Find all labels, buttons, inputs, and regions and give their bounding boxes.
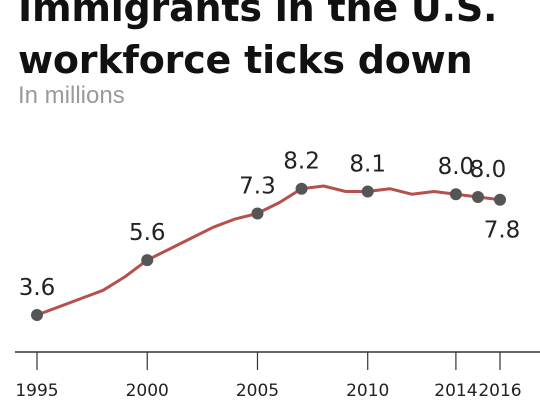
x-tick-label: 2016 — [478, 381, 521, 400]
x-axis: 1995 2000 2005 2010 2014 2016 — [15, 351, 540, 400]
data-label: 3.6 — [19, 275, 56, 301]
x-tick-label: 2000 — [126, 381, 169, 400]
data-label: 8.1 — [349, 151, 386, 177]
data-point — [449, 188, 462, 201]
data-point — [361, 185, 374, 198]
chart-subtitle: In millions — [18, 82, 125, 109]
data-point — [494, 193, 506, 206]
data-point — [471, 190, 484, 203]
data-labels: 3.6 5.6 7.3 8.2 8.1 8.08.0 7.8 — [19, 149, 521, 301]
data-point — [295, 182, 308, 195]
chart-title: Immigrants in the U.S. workforce ticks d… — [18, 0, 498, 82]
x-tick-label: 2005 — [236, 381, 279, 400]
data-label: 8.0 — [438, 154, 475, 180]
data-label: 7.8 — [484, 218, 521, 244]
x-tick-label: 1995 — [15, 381, 58, 400]
data-point — [141, 254, 154, 267]
data-point — [251, 207, 264, 220]
x-tick-label: 2014 — [434, 381, 477, 400]
data-label: 5.6 — [129, 220, 166, 246]
data-label: 8.2 — [283, 149, 320, 175]
data-label: 8.0 — [470, 157, 507, 183]
data-label: 7.3 — [239, 173, 276, 199]
x-tick-label: 2010 — [346, 381, 389, 400]
data-points — [31, 182, 506, 321]
data-point — [31, 309, 43, 321]
series-line — [35, 184, 502, 317]
data-series — [35, 184, 502, 317]
